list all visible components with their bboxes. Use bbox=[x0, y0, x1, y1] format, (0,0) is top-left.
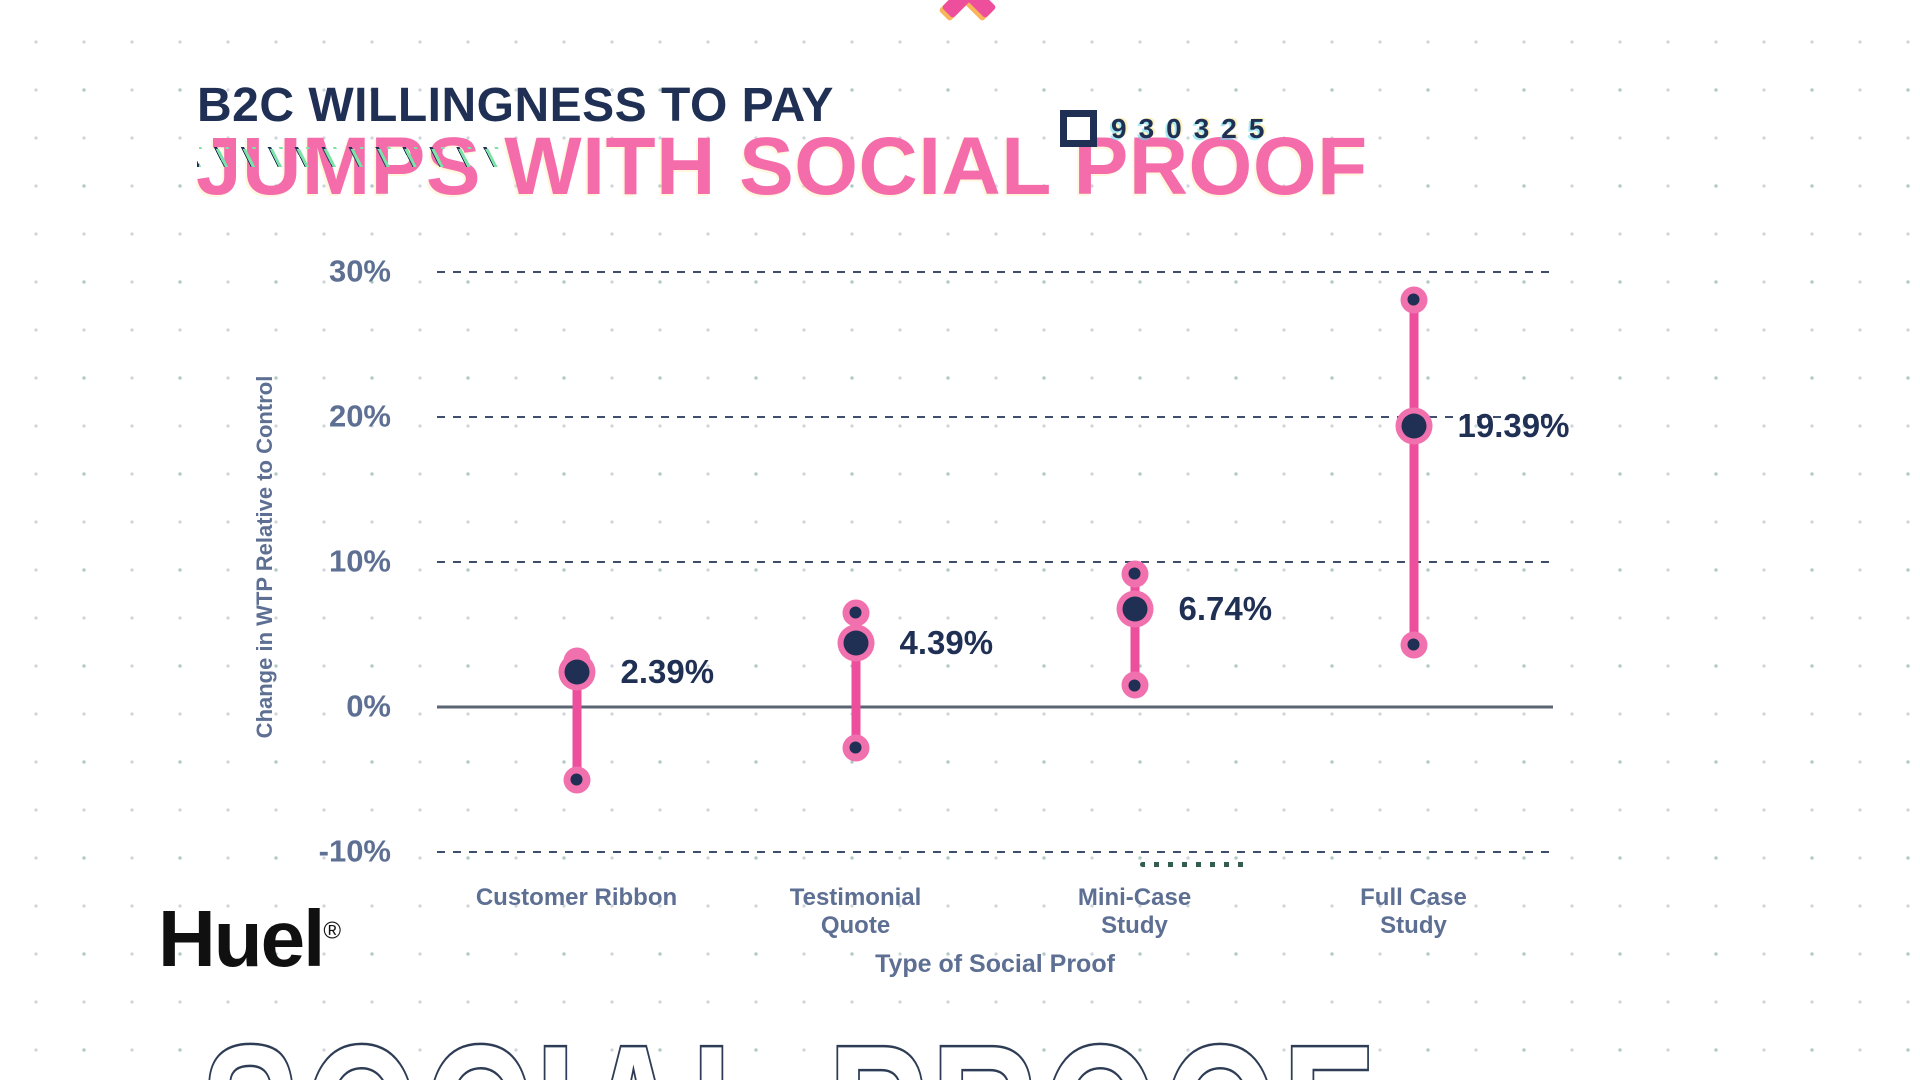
point-inner-dot bbox=[849, 606, 862, 619]
x-axis-title: Type of Social Proof bbox=[875, 950, 1115, 978]
zero-axis-line bbox=[437, 705, 1553, 709]
social-proof-watermark: SOCIAL PROOF bbox=[199, 996, 1376, 1080]
value-label: 2.39% bbox=[620, 653, 715, 691]
mean-point bbox=[1116, 590, 1153, 628]
value-label: 4.39% bbox=[899, 624, 994, 662]
point-inner-dot bbox=[1128, 567, 1141, 580]
ci-low-point bbox=[563, 766, 590, 793]
ci-high-point bbox=[1121, 560, 1148, 588]
gridline bbox=[437, 851, 1553, 853]
mean-point bbox=[837, 624, 874, 662]
ci-range-line bbox=[1409, 299, 1418, 645]
point-inner-dot bbox=[1128, 679, 1141, 692]
plot-area: 2.39% 4.39% 6.74% 19.39% bbox=[437, 271, 1569, 853]
y-tick-label: -10% bbox=[318, 833, 391, 869]
green-dotted-underline-decoration bbox=[1140, 862, 1252, 867]
point-inner-dot bbox=[570, 773, 583, 786]
hatch-marks-decoration bbox=[197, 147, 505, 167]
x-category-label: Mini-Case Study bbox=[1077, 884, 1192, 939]
point-inner-dot bbox=[849, 741, 862, 754]
point-inner-dot bbox=[1407, 293, 1420, 306]
point-inner-dot bbox=[1122, 596, 1147, 622]
point-inner-dot bbox=[564, 659, 589, 685]
y-tick-label: 10% bbox=[328, 543, 391, 579]
ci-range-line bbox=[1130, 573, 1139, 686]
code-badge: 930325 bbox=[1060, 110, 1276, 147]
mean-point bbox=[1395, 407, 1432, 445]
x-category-label: Testimonial Quote bbox=[789, 884, 922, 939]
gridline bbox=[437, 271, 1553, 273]
point-inner-dot bbox=[1407, 638, 1420, 651]
y-tick-label: 30% bbox=[328, 253, 391, 289]
value-label: 6.74% bbox=[1178, 590, 1273, 628]
gridline bbox=[437, 561, 1553, 563]
x-category-label: Customer Ribbon bbox=[475, 884, 678, 911]
ci-low-point bbox=[1400, 631, 1427, 659]
ci-range-line bbox=[572, 660, 581, 780]
x-category-label: Full Case Study bbox=[1360, 884, 1467, 939]
square-icon bbox=[1060, 110, 1097, 147]
chart-title-line1: B2C WILLINGNESS TO PAY bbox=[197, 79, 834, 132]
value-label: 19.39% bbox=[1457, 406, 1570, 444]
y-axis-title: Change in WTP Relative to Control bbox=[252, 375, 277, 739]
huel-logo-text: Huel bbox=[158, 894, 325, 983]
ci-high-point bbox=[1400, 286, 1427, 314]
ci-high-point bbox=[842, 599, 869, 627]
huel-logo: Huel® bbox=[158, 893, 341, 985]
point-inner-dot bbox=[1401, 413, 1426, 439]
mean-point bbox=[558, 653, 595, 691]
y-tick-label: 20% bbox=[328, 398, 391, 434]
ci-low-point bbox=[1121, 671, 1148, 699]
point-inner-dot bbox=[843, 630, 868, 656]
ci-low-point bbox=[842, 734, 869, 762]
code-digits: 930325 bbox=[1111, 112, 1277, 144]
gridline bbox=[437, 416, 1553, 418]
ci-range-line bbox=[851, 612, 860, 748]
registered-mark: ® bbox=[323, 917, 342, 945]
y-tick-label: 0% bbox=[346, 688, 391, 724]
